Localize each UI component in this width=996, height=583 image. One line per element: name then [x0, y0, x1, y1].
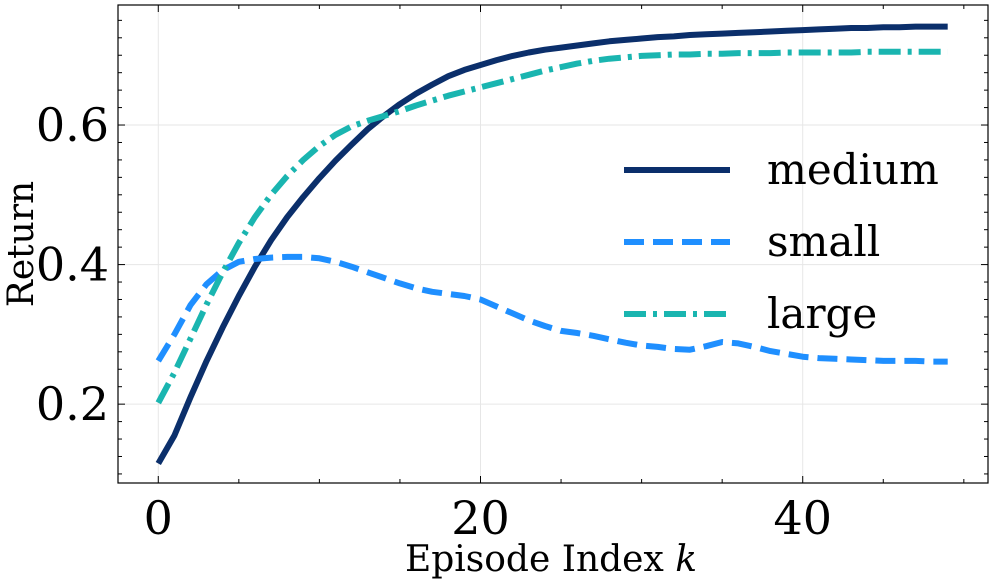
x-tick-label: 40 [773, 491, 832, 545]
grid-lines [118, 5, 988, 483]
plot-border [117, 4, 989, 484]
x-axis-label: Episode Index k [405, 539, 697, 580]
series-line-large [155, 48, 948, 405]
legend-label-large: large [767, 289, 877, 338]
y-tick-label: 0.4 [36, 238, 109, 292]
legend-label-small: small [767, 217, 880, 266]
x-tick-labels: 0 20 40 [144, 491, 832, 545]
axes-frame [117, 4, 989, 484]
x-tick-label: 20 [451, 491, 510, 545]
series-line-medium [155, 23, 948, 465]
y-tick-label: 0.2 [36, 377, 109, 431]
legend: medium small large [624, 145, 939, 338]
legend-label-medium: medium [767, 145, 939, 194]
series-line-small [155, 253, 948, 365]
x-tick-label: 0 [144, 491, 173, 545]
axis-ticks [118, 5, 988, 483]
y-tick-labels: 0.2 0.4 0.6 [36, 98, 109, 431]
series-lines [155, 23, 948, 465]
y-tick-label: 0.6 [36, 98, 109, 152]
y-axis-label: Return [1, 181, 42, 307]
